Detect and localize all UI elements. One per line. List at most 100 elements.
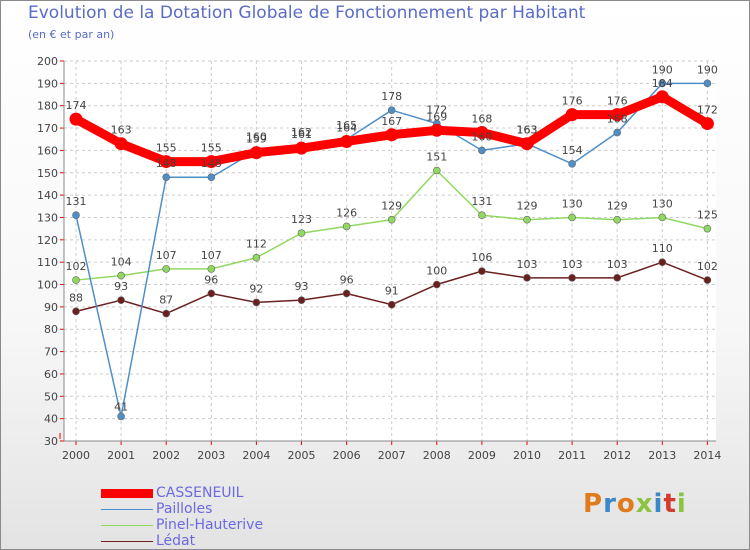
data-label: 190: [697, 63, 718, 76]
data-label: 126: [336, 206, 357, 219]
x-tick-label: 2014: [693, 449, 721, 462]
data-label: 172: [426, 104, 447, 117]
y-tick-label: 120: [37, 234, 58, 247]
logo-letter: x: [635, 489, 654, 519]
x-tick-label: 2002: [152, 449, 180, 462]
data-point: [523, 215, 531, 224]
chart-title: Evolution de la Dotation Globale de Fonc…: [28, 3, 586, 23]
data-point: [703, 224, 712, 233]
x-tick-label: 2003: [197, 449, 225, 462]
data-label: 131: [66, 195, 87, 208]
legend-label: CASSENEUIL: [156, 485, 244, 501]
legend-item-ledat: Lédat: [101, 533, 263, 549]
legend-label: Pailloles: [156, 501, 213, 517]
data-label: 168: [607, 113, 628, 126]
logo-letter: i: [676, 489, 687, 519]
data-label: 92: [249, 282, 263, 295]
data-label: 160: [471, 130, 492, 143]
data-label: 155: [201, 142, 222, 155]
legend-item-pailloles: Pailloles: [101, 501, 263, 517]
logo-letter: t: [663, 489, 677, 519]
data-label: 168: [471, 113, 492, 126]
data-label: 159: [246, 133, 267, 146]
y-tick-label: 140: [37, 189, 58, 202]
logo-letter: o: [616, 489, 636, 519]
data-label: 93: [114, 280, 128, 293]
data-point: [520, 137, 534, 151]
data-label: 165: [336, 119, 357, 132]
series: [69, 79, 714, 421]
data-point: [432, 280, 441, 289]
data-label: 103: [607, 258, 628, 271]
data-point: [658, 258, 667, 266]
data-point: [478, 267, 486, 275]
logo-letter: r: [603, 489, 617, 519]
data-label: 174: [66, 99, 87, 112]
data-label: 190: [652, 63, 673, 76]
data-label: 129: [607, 200, 628, 213]
y-tick-label: 90: [44, 301, 58, 314]
data-label: 103: [562, 258, 583, 271]
data-point: [295, 141, 308, 155]
data-point: [703, 79, 712, 88]
data-point: [204, 155, 218, 169]
data-label: 91: [385, 285, 399, 298]
y-tick-label: 40: [44, 413, 58, 426]
data-point: [703, 276, 712, 284]
data-label: 96: [340, 273, 354, 286]
x-tick-label: 2010: [513, 449, 541, 462]
x-tick-label: 2000: [62, 449, 90, 462]
data-point: [658, 213, 667, 222]
data-label: 104: [111, 256, 132, 269]
data-label: 161: [291, 128, 312, 141]
data-label: 106: [471, 251, 492, 264]
data-point: [252, 298, 261, 307]
data-label: 178: [381, 90, 402, 103]
data-point: [475, 126, 489, 140]
data-point: [387, 215, 396, 224]
data-point: [568, 160, 576, 168]
data-label: 123: [291, 213, 312, 226]
plot-area: [64, 61, 716, 441]
data-label: 164: [336, 121, 357, 134]
x-tick-label: 2008: [423, 449, 451, 462]
data-label: 131: [471, 195, 492, 208]
data-point: [613, 128, 622, 137]
data-label: 110: [652, 242, 673, 255]
data-point: [297, 229, 306, 237]
data-point: [478, 146, 486, 155]
data-label: 160: [246, 130, 267, 143]
data-point: [72, 276, 80, 284]
data-label: 148: [201, 157, 222, 170]
data-point: [613, 215, 622, 224]
data-point: [565, 108, 579, 122]
data-point: [162, 309, 170, 318]
logo-letter: i: [653, 489, 664, 519]
data-label: 163: [517, 124, 538, 137]
data-point: [658, 79, 667, 88]
data-label: 107: [156, 249, 177, 262]
data-label: 130: [652, 197, 673, 210]
legend-swatch-pailloles: [101, 508, 153, 510]
x-tick-label: 2013: [648, 449, 676, 462]
legend-label: Lédat: [156, 533, 196, 549]
data-point: [117, 296, 125, 304]
data-label: 154: [562, 144, 583, 157]
y-tick-label: 80: [44, 323, 58, 336]
data-point: [69, 112, 83, 126]
logo-letter: P: [583, 489, 604, 519]
data-label: 151: [426, 151, 447, 164]
data-point: [655, 90, 669, 104]
data-point: [387, 106, 396, 114]
y-tick-label: 160: [37, 144, 58, 157]
data-label: 88: [69, 291, 83, 304]
data-label: 155: [156, 142, 177, 155]
x-tick-label: 2001: [107, 449, 135, 462]
legend-swatch-casseneuil: [101, 488, 153, 498]
data-labels: 174 163 155 155 159 161 164 167 169 168 163 176 176 1…: [66, 63, 718, 413]
data-point: [342, 222, 351, 231]
data-label: 130: [562, 197, 583, 210]
data-point: [249, 146, 263, 160]
data-point: [385, 128, 399, 142]
